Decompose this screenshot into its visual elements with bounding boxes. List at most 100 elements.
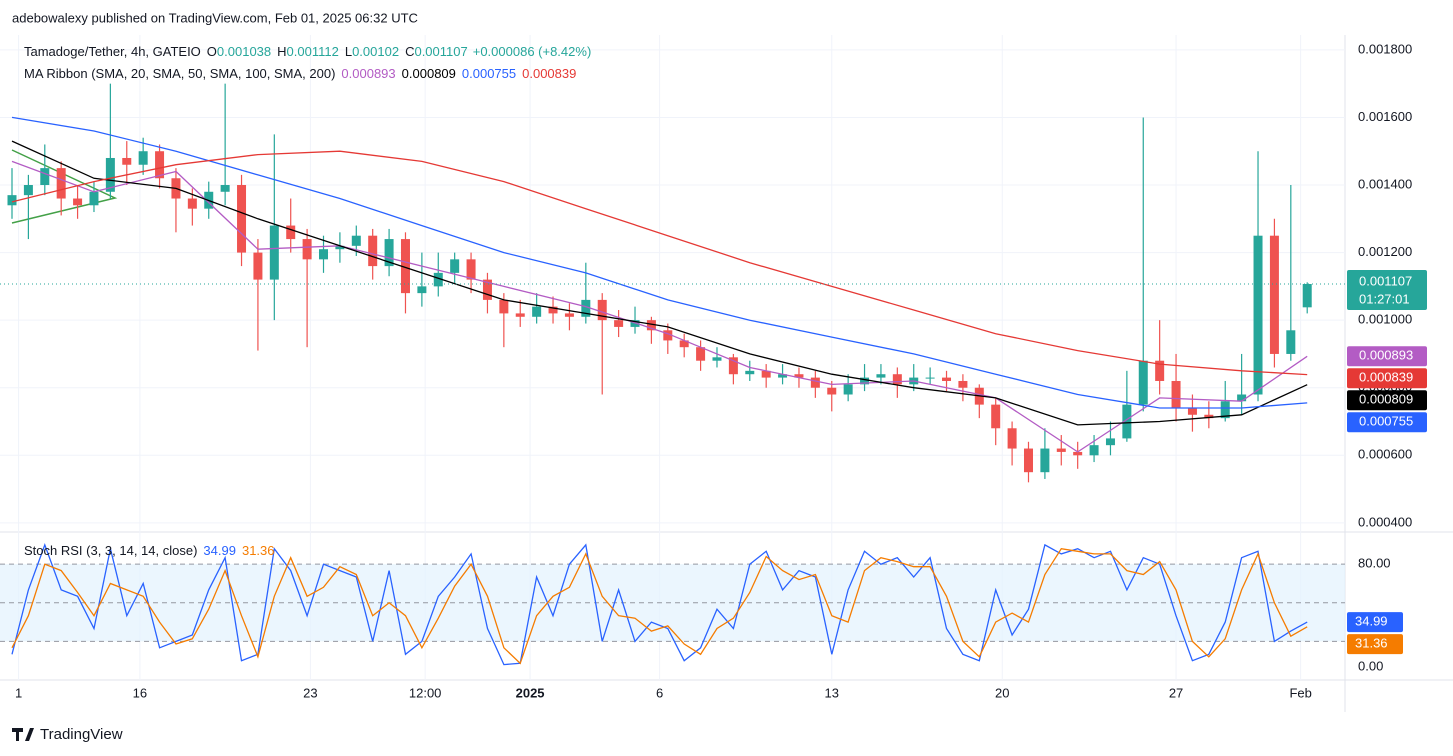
- candle-body: [761, 370, 771, 378]
- candle-body: [712, 357, 722, 361]
- y-tick-label: 0.001800: [1358, 41, 1412, 56]
- candle-body: [1269, 235, 1279, 354]
- candle-body: [696, 347, 706, 361]
- candle-body: [1187, 408, 1197, 415]
- ohlc-key: O: [207, 44, 217, 59]
- candle-body: [89, 191, 99, 206]
- ma-tag-label: 0.000809: [1359, 392, 1413, 407]
- candle-body: [220, 185, 230, 192]
- ohlc-key: C: [405, 44, 414, 59]
- ohlc-key: L: [345, 44, 352, 59]
- candle-body: [368, 235, 378, 267]
- candle-body: [40, 168, 50, 186]
- x-tick-label: 12:00: [409, 685, 442, 700]
- candle-body: [237, 185, 247, 253]
- candle-body: [1105, 438, 1115, 446]
- legend-row: Tamadoge/Tether, 4h, GATEIO O0.001038 H0.0…: [24, 44, 591, 59]
- candle-body: [646, 320, 656, 331]
- ma-title: MA Ribbon (SMA, 20, SMA, 50, SMA, 100, S…: [24, 66, 335, 81]
- candle-body: [351, 235, 361, 246]
- y-tick-label: 0.001600: [1358, 109, 1412, 124]
- last-price-label: 0.001107: [1359, 273, 1412, 288]
- x-tick-label: 27: [1169, 685, 1183, 700]
- candle-body: [827, 387, 837, 395]
- candle-body: [614, 320, 624, 327]
- candle-body: [663, 330, 673, 341]
- candle-body: [1253, 235, 1263, 395]
- candle-body: [843, 384, 853, 395]
- candle-body: [269, 225, 279, 280]
- stoch-line: [11, 543, 1308, 666]
- ma-tag: [1347, 412, 1427, 433]
- candle-body: [1155, 360, 1165, 381]
- candle-body: [56, 168, 66, 199]
- candle-body: [810, 377, 820, 388]
- symbol-title: Tamadoge/Tether, 4h, GATEIO: [24, 44, 201, 59]
- candle-body: [155, 151, 165, 179]
- candle-body: [138, 151, 148, 165]
- candle-body: [1204, 414, 1214, 419]
- candle-body: [1089, 445, 1099, 456]
- stoch-tag: [1347, 612, 1403, 633]
- footer-brand: TradingView: [40, 726, 123, 743]
- candle-body: [400, 239, 410, 294]
- candle-body: [433, 272, 443, 287]
- candle-body: [679, 340, 689, 348]
- candle-body: [23, 185, 33, 196]
- ma-legend-value: 0.000755: [462, 66, 516, 81]
- change-value: +0.000086 (+8.42%): [473, 44, 592, 59]
- candle-body: [515, 313, 525, 317]
- ohlc-value: 0.00102: [352, 44, 399, 59]
- candle-body: [335, 245, 345, 250]
- candle-body: [417, 286, 427, 294]
- ma-legend-value: 0.000809: [402, 66, 456, 81]
- candle-body: [860, 377, 870, 385]
- candle-body: [597, 299, 607, 321]
- y-tick-label: 80.00: [1358, 556, 1391, 571]
- ma-tag-label: 0.000839: [1359, 370, 1413, 385]
- stoch-title: Stoch RSI (3, 3, 14, 14, close): [24, 543, 197, 558]
- stoch-tag-label: 31.36: [1355, 636, 1388, 651]
- candle-body: [876, 374, 886, 378]
- countdown-label: 01:27:01: [1359, 291, 1410, 306]
- ma-legend-value: 0.000839: [522, 66, 576, 81]
- candle-body: [1023, 448, 1033, 473]
- candle-body: [1007, 428, 1017, 449]
- stoch-legend-value: 34.99: [203, 543, 236, 558]
- ma-tag-label: 0.000893: [1359, 348, 1413, 363]
- ma-line: [11, 140, 1308, 426]
- candle-body: [384, 239, 394, 267]
- legend-row: Stoch RSI (3, 3, 14, 14, close) 34.99 31.3…: [24, 543, 275, 558]
- candle-body: [286, 225, 296, 240]
- candle-body: [319, 249, 329, 260]
- candle-body: [105, 157, 115, 192]
- ma-tag: [1347, 390, 1427, 411]
- candle-body: [778, 374, 788, 378]
- candle-body: [302, 239, 312, 260]
- candle-body: [1122, 404, 1132, 439]
- candle-body: [1220, 401, 1230, 419]
- candle-body: [466, 259, 476, 280]
- y-tick-label: 0.000600: [1358, 447, 1412, 462]
- candle-body: [482, 279, 492, 300]
- candle-body: [1171, 380, 1181, 409]
- x-tick-label: 6: [656, 685, 663, 700]
- x-tick-label: 13: [825, 685, 839, 700]
- candle-body: [581, 299, 591, 317]
- byline: adebowalexy published on TradingView.com…: [12, 10, 418, 25]
- candle-body: [7, 195, 17, 206]
- stoch-tag-label: 34.99: [1355, 614, 1388, 629]
- candle-body: [925, 377, 935, 379]
- y-tick-label: 0.001400: [1358, 176, 1412, 191]
- candle-body: [958, 380, 968, 388]
- candle-body: [1138, 360, 1148, 405]
- ma-legend-value: 0.000893: [341, 66, 395, 81]
- x-tick-label: 20: [995, 685, 1009, 700]
- stoch-legend-value: 31.36: [242, 543, 275, 558]
- candle-body: [728, 357, 738, 375]
- x-tick-label: 2025: [516, 685, 545, 700]
- candle-body: [1040, 448, 1050, 473]
- ma-tag: [1347, 346, 1427, 367]
- logo-mark: [12, 728, 34, 741]
